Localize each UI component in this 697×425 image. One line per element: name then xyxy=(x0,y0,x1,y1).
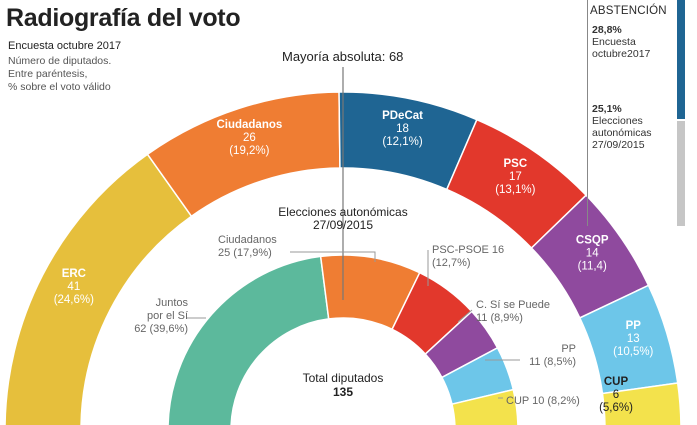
callout-line-1 xyxy=(290,251,376,262)
seat-label-2015-pp: PP 11 (8,5%) xyxy=(529,343,576,368)
abstention-elections-label: Elecciones xyxy=(592,115,643,127)
seat-label-ciudadanos-line: 26 xyxy=(243,132,256,144)
abstention-elections-bar xyxy=(677,120,685,226)
elections-title-line: Elecciones autonómicas xyxy=(278,205,407,219)
seat-label-cup-line: (5,6%) xyxy=(599,402,633,414)
note-line: % sobre el voto válido xyxy=(8,81,111,93)
seat-label-pp-line: PP xyxy=(626,320,642,332)
seat-label-line: 25 (17,9%) xyxy=(218,247,272,259)
seat-label-csqp-line: (11,4) xyxy=(578,261,607,273)
seat-label-line: 11 (8,9%) xyxy=(476,312,523,324)
survey-label: Encuesta octubre 2017 xyxy=(8,40,122,52)
seat-label-psc-line: (13,1%) xyxy=(495,184,535,196)
abstention-survey-label: Encuesta xyxy=(592,36,636,48)
seat-label-erc-line: ERC xyxy=(62,268,86,280)
seat-label-pp-line: 13 xyxy=(627,333,640,345)
abstention-elections-pct: 25,1% xyxy=(592,103,622,115)
seat-label-pdecat-line: (12,1%) xyxy=(382,136,422,148)
seat-label-line: 11 (8,5%) xyxy=(529,356,576,368)
seat-label-ciudadanos-line: Ciudadanos xyxy=(216,119,282,131)
seat-label-2015-ciudadanos: Ciudadanos 25 (17,9%) xyxy=(218,234,277,259)
seat-arc-2015-juntos-por-el-s- xyxy=(167,255,330,425)
seat-label-cup-line: 6 xyxy=(613,389,619,401)
abstention-elections: 25,1% Elecciones autonómicas 27/09/2015 xyxy=(592,103,652,151)
seat-label-erc: ERC 41 (24,6%) xyxy=(54,268,94,306)
seat-label-pp: PP 13 (10,5%) xyxy=(613,320,653,358)
seat-label-csqp: CSQP 14 (11,4) xyxy=(576,235,609,273)
callout-line-3 xyxy=(457,309,473,323)
chart-title: Radiografía del voto xyxy=(6,4,241,32)
seat-label-pdecat: PDeCat 18 (12,1%) xyxy=(382,110,423,148)
seat-label-erc-line: (24,6%) xyxy=(54,294,94,306)
seat-label-2015-cup: CUP 10 (8,2%) xyxy=(506,395,580,407)
abstention-title: ABSTENCIÓN xyxy=(590,5,667,17)
seat-label-pp-line: (10,5%) xyxy=(613,346,653,358)
total-seats-label-line: Total diputados xyxy=(303,371,384,385)
total-seats-label-line: 135 xyxy=(333,385,353,399)
seat-label-pdecat-line: PDeCat xyxy=(382,110,423,122)
abstention-elections-label: 27/09/2015 xyxy=(592,139,645,151)
seat-label-erc-line: 41 xyxy=(67,281,80,293)
abstention-divider xyxy=(587,0,588,226)
seat-arc-cup xyxy=(601,382,682,425)
seat-label-line: Juntos xyxy=(156,297,189,309)
seat-label-ciudadanos: Ciudadanos 26 (19,2%) xyxy=(216,119,282,157)
seat-label-2015-psc-psoe: PSC-PSOE 16 (12,7%) xyxy=(432,244,504,269)
abstention-survey-pct: 28,8% xyxy=(592,24,622,36)
elections-title-line: 27/09/2015 xyxy=(313,218,373,232)
seat-label-line: CUP 10 (8,2%) xyxy=(506,395,580,407)
note-line: Número de diputados. xyxy=(8,55,112,67)
seat-label-2015-juntos-por-el-s-: Juntos por el Sí 62 (39,6%) xyxy=(134,297,188,335)
abstention-survey: 28,8% Encuesta octubre2017 xyxy=(592,24,650,60)
seat-label-pdecat-line: 18 xyxy=(396,123,409,135)
seat-label-line: PSC-PSOE 16 xyxy=(432,244,504,256)
elections-title: Elecciones autonómicas 27/09/2015 xyxy=(278,205,407,232)
seat-label-psc-line: PSC xyxy=(504,158,528,170)
seat-label-line: Ciudadanos xyxy=(218,234,277,246)
seat-label-cup: CUP 6 (5,6%) xyxy=(599,376,633,414)
seat-label-2015-c-s-se-puede: C. Sí se Puede 11 (8,9%) xyxy=(476,299,550,324)
seat-label-line: PP xyxy=(561,343,576,355)
chart-notes: Número de diputados. Entre paréntesis, %… xyxy=(8,55,111,94)
abstention-survey-bar xyxy=(677,0,685,119)
seat-label-cup-line: CUP xyxy=(604,376,629,388)
seat-label-psc: PSC 17 (13,1%) xyxy=(495,158,535,196)
seat-label-ciudadanos-line: (19,2%) xyxy=(229,145,269,157)
seat-label-psc-line: 17 xyxy=(509,171,522,183)
seat-arc-erc xyxy=(4,153,193,425)
seat-label-line: 62 (39,6%) xyxy=(134,323,188,335)
seat-label-line: C. Sí se Puede xyxy=(476,299,550,311)
abstention-survey-label: octubre2017 xyxy=(592,48,651,60)
majority-label: Mayoría absoluta: 68 xyxy=(282,49,404,64)
seat-label-csqp-line: 14 xyxy=(586,248,599,260)
total-seats-label: Total diputados 135 xyxy=(303,371,384,399)
seat-label-csqp-line: CSQP xyxy=(576,235,609,247)
abstention-elections-label: autonómicas xyxy=(592,127,652,139)
note-line: Entre paréntesis, xyxy=(8,68,88,80)
seat-label-line: (12,7%) xyxy=(432,257,471,269)
seat-label-line: por el Sí xyxy=(147,310,188,322)
